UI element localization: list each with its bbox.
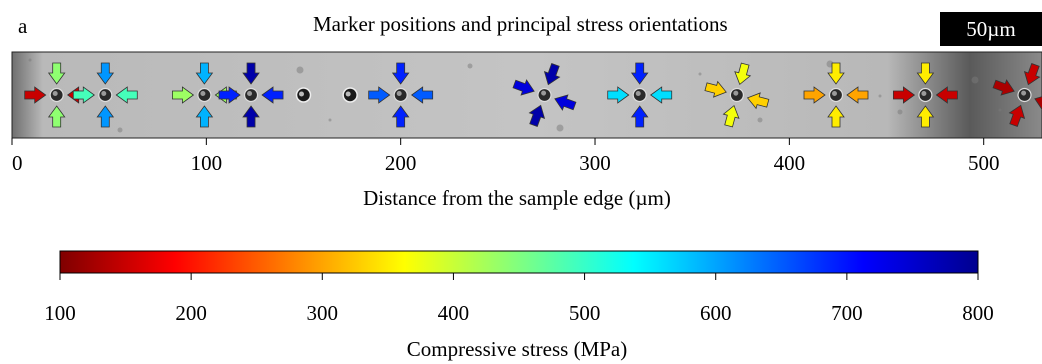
stress-arrow xyxy=(96,62,115,85)
texture-speck xyxy=(757,117,763,123)
hole-marker xyxy=(342,87,358,103)
distance-tick-label: 200 xyxy=(385,151,417,175)
colorbar-tick-label: 600 xyxy=(700,301,732,325)
stress-arrow xyxy=(607,86,630,104)
texture-speck xyxy=(328,118,332,122)
colorbar-label: Compressive stress (MPa) xyxy=(407,337,627,361)
stress-arrow xyxy=(916,62,935,85)
stress-arrow xyxy=(47,62,66,85)
stress-marker xyxy=(704,62,770,128)
distance-axis: 0 100 200 300 400 500 xyxy=(11,138,1000,175)
texture-speck xyxy=(117,127,123,133)
stress-arrow xyxy=(1008,104,1026,127)
stress-markers xyxy=(24,62,1042,128)
stress-marker xyxy=(607,62,673,128)
stress-marker xyxy=(218,62,284,128)
stress-arrow xyxy=(827,105,845,128)
stress-arrow xyxy=(846,86,869,104)
texture-speck xyxy=(971,76,979,84)
stress-marker xyxy=(24,62,90,128)
stress-arrow xyxy=(218,86,241,104)
fiducial-holes xyxy=(295,87,358,103)
stress-arrow xyxy=(1034,94,1042,111)
stress-arrow xyxy=(892,86,916,104)
colorbar-tick-label: 300 xyxy=(307,301,339,325)
stress-arrow xyxy=(171,86,195,104)
stress-arrow xyxy=(96,105,115,128)
stress-arrow xyxy=(803,86,826,104)
texture-speck xyxy=(296,66,304,74)
stress-arrow xyxy=(195,105,214,128)
stress-arrow xyxy=(242,105,260,128)
stress-arrow xyxy=(528,104,546,127)
stress-arrow xyxy=(47,105,66,128)
texture-speck xyxy=(28,58,32,62)
stress-arrow xyxy=(72,86,95,104)
micrograph-strip xyxy=(11,51,1042,139)
hole-marker xyxy=(295,87,312,103)
stress-marker xyxy=(72,62,138,128)
texture-speck xyxy=(998,108,1002,112)
micrograph-texture xyxy=(28,58,1002,133)
stress-arrow xyxy=(242,62,260,85)
stress-marker xyxy=(512,63,577,127)
scale-bar: 50µm xyxy=(940,12,1042,46)
stress-arrow xyxy=(734,62,752,86)
stress-marker xyxy=(892,62,958,128)
distance-tick-label: 100 xyxy=(191,151,223,175)
colorbar-tick-label: 500 xyxy=(569,301,601,325)
stress-arrow xyxy=(935,86,958,104)
colorbar-tick-label: 800 xyxy=(962,301,994,325)
distance-tick-label: 300 xyxy=(579,151,611,175)
colorbar-tick-label: 200 xyxy=(175,301,207,325)
stress-marker xyxy=(992,63,1042,127)
panel-label: a xyxy=(18,14,28,38)
texture-speck xyxy=(698,72,702,76)
stress-arrow xyxy=(992,79,1015,96)
stress-arrow xyxy=(554,94,577,111)
texture-speck xyxy=(556,124,564,132)
distance-tick-label: 400 xyxy=(774,151,806,175)
distance-axis-label: Distance from the sample edge (µm) xyxy=(363,186,671,210)
texture-speck xyxy=(878,94,882,98)
stress-arrow xyxy=(512,79,535,96)
stress-arrow xyxy=(650,86,673,104)
texture-speck xyxy=(897,109,903,115)
stress-arrow xyxy=(24,86,47,104)
stress-arrow xyxy=(630,62,649,85)
stress-arrow xyxy=(115,86,138,104)
texture-speck xyxy=(467,63,473,69)
stress-arrow xyxy=(368,86,391,104)
colorbar-tick-label: 700 xyxy=(831,301,863,325)
colorbar-tick-label: 100 xyxy=(44,301,76,325)
stress-arrow xyxy=(195,62,214,85)
stress-arrow xyxy=(704,80,727,98)
colorbar-tick-label: 400 xyxy=(438,301,470,325)
stress-marker xyxy=(803,62,869,128)
stress-arrow xyxy=(410,86,434,104)
distance-tick-label: 500 xyxy=(968,151,1000,175)
stress-arrow xyxy=(391,62,410,85)
colorbar-axis: 100 200 300 400 500 600 700 800 xyxy=(44,273,994,325)
distance-tick-label: 0 xyxy=(12,151,23,175)
stress-arrow xyxy=(630,105,649,128)
stress-arrow xyxy=(722,104,740,128)
stress-arrow xyxy=(827,62,845,85)
colorbar xyxy=(59,250,979,274)
stress-arrow xyxy=(261,86,284,104)
stress-arrow xyxy=(543,63,561,86)
stress-arrow xyxy=(916,105,935,128)
chart-title: Marker positions and principal stress or… xyxy=(313,12,728,36)
stress-marker xyxy=(368,62,434,128)
stress-arrow xyxy=(1023,63,1041,86)
stress-arrow xyxy=(391,105,410,128)
stress-arrow xyxy=(746,92,770,110)
